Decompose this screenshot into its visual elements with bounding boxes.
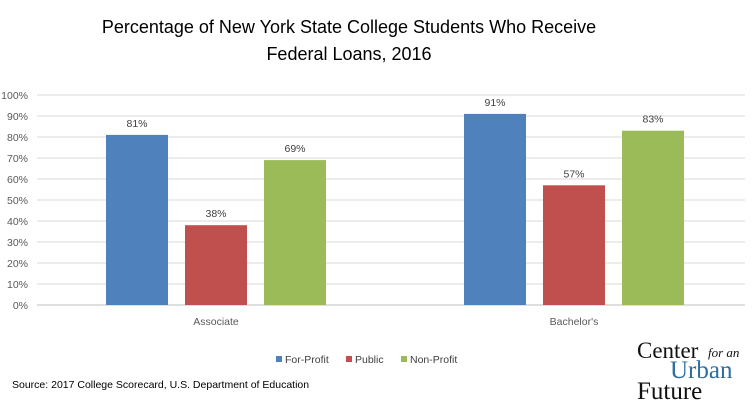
bar-public xyxy=(543,185,605,305)
legend-label: For-Profit xyxy=(285,354,329,366)
chart-title-line-1: Percentage of New York State College Stu… xyxy=(102,17,596,37)
x-category-label: Associate xyxy=(193,316,239,328)
y-tick-label: 10% xyxy=(7,279,28,291)
y-tick-label: 100% xyxy=(1,90,28,102)
y-tick-label: 30% xyxy=(7,237,28,249)
legend-swatch-for-profit xyxy=(276,356,282,362)
legend-swatch-non-profit xyxy=(401,356,407,362)
data-label: 91% xyxy=(484,97,505,109)
y-tick-label: 70% xyxy=(7,153,28,165)
legend-label: Public xyxy=(355,354,384,366)
y-tick-label: 60% xyxy=(7,174,28,186)
svg-text:for an: for an xyxy=(708,345,739,360)
center-for-urban-future-logo: Center for an Urban Future xyxy=(637,338,739,405)
source-note: Source: 2017 College Scorecard, U.S. Dep… xyxy=(12,379,309,391)
data-label: 81% xyxy=(126,118,147,130)
y-tick-label: 20% xyxy=(7,258,28,270)
y-tick-label: 0% xyxy=(13,300,28,312)
bar-for-profit xyxy=(464,113,526,306)
legend-swatch-public xyxy=(346,356,352,362)
x-category-label: Bachelor's xyxy=(550,316,599,328)
data-label: 83% xyxy=(642,114,663,126)
y-tick-label: 40% xyxy=(7,216,28,228)
bar-public xyxy=(185,225,247,305)
data-label: 69% xyxy=(284,143,305,155)
data-label: 57% xyxy=(563,168,584,180)
y-tick-label: 50% xyxy=(7,195,28,207)
svg-text:Future: Future xyxy=(637,378,702,405)
svg-text:Urban: Urban xyxy=(670,357,733,384)
chart-title-line-2: Federal Loans, 2016 xyxy=(266,44,431,64)
legend-label: Non-Profit xyxy=(410,354,457,366)
bar-non-profit xyxy=(622,130,684,305)
bar-non-profit xyxy=(264,160,326,305)
y-tick-label: 80% xyxy=(7,132,28,144)
data-label: 38% xyxy=(205,208,226,220)
svg-text:Center: Center xyxy=(637,338,699,363)
y-tick-label: 90% xyxy=(7,111,28,123)
bar-for-profit xyxy=(106,134,168,305)
